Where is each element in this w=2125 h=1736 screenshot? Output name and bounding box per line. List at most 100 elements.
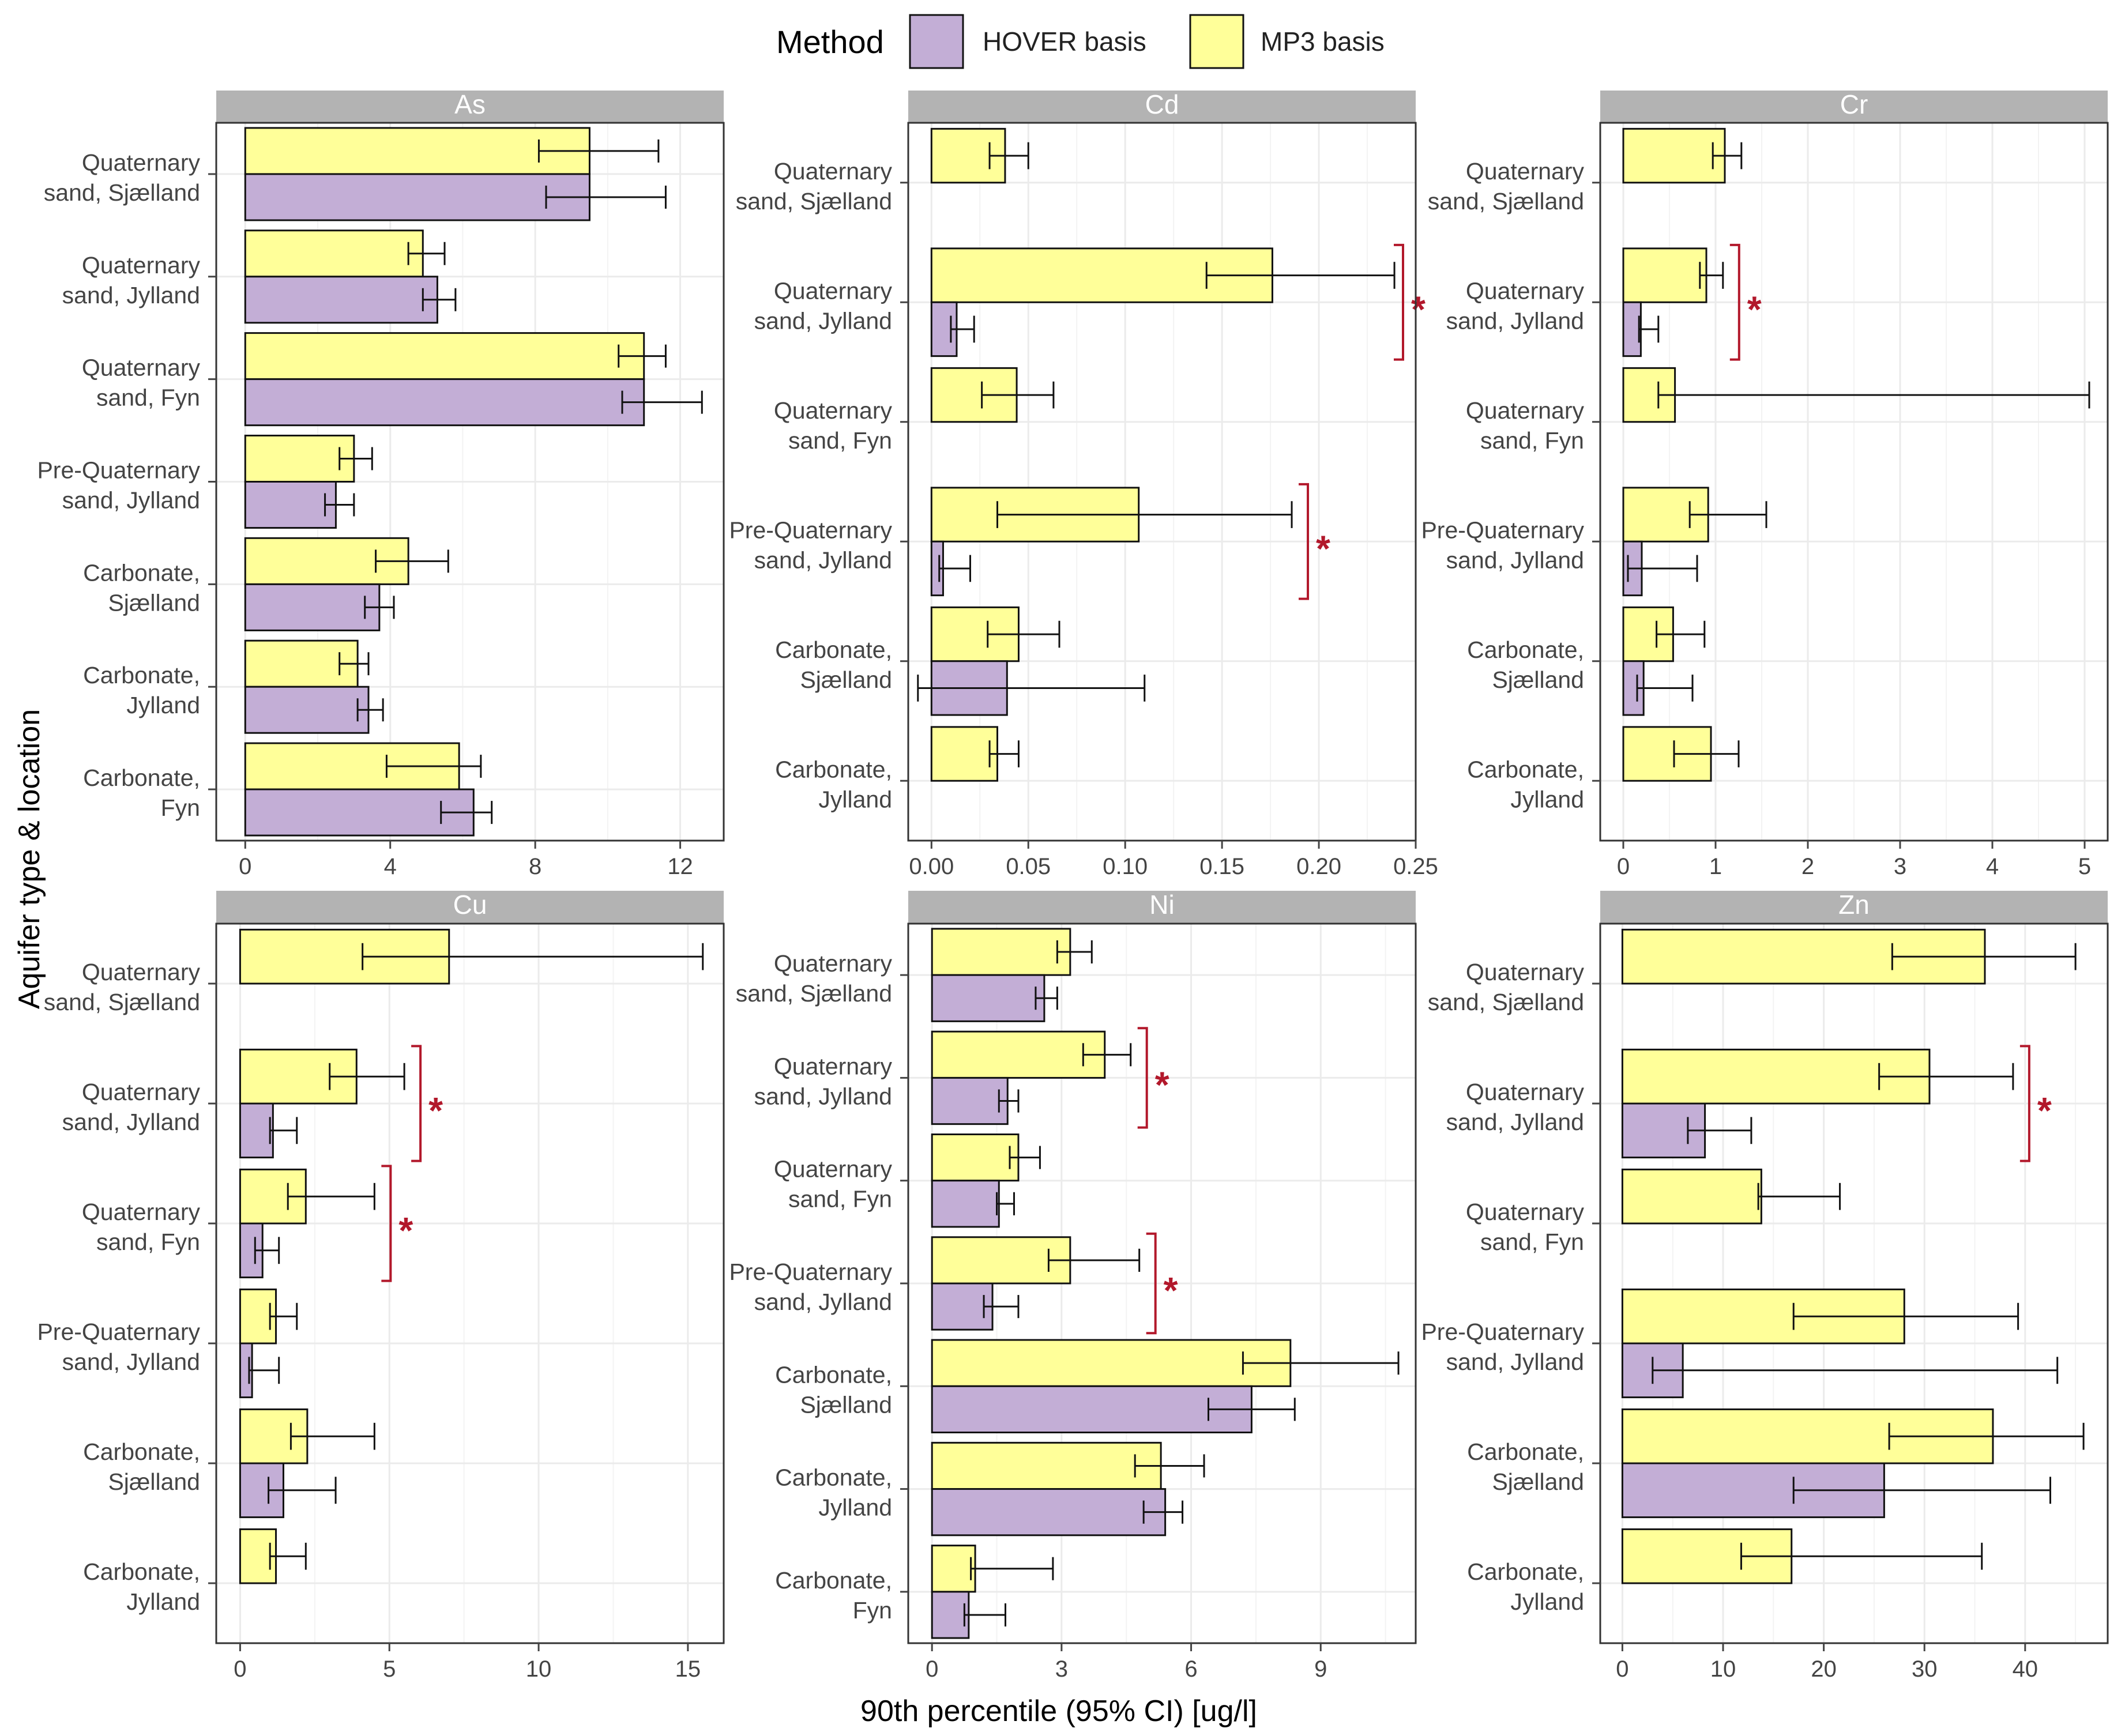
strip-cu [216,891,724,924]
x-tick-label: 3 [1055,1656,1068,1682]
category-label-line1: Carbonate, [1467,756,1584,782]
panel-ni: Ni * * Quaternary sand, Sjælland Quaternary sa… [729,890,1417,1682]
x-tick-label: 0 [1617,854,1630,879]
bar-mp3 [244,434,355,483]
bar-mp3 [931,1030,1106,1079]
category-label-line2: Jylland [1510,786,1584,812]
category-label-line1: Pre-Quaternary [37,457,200,484]
category-label-line2: sand, Jylland [62,282,200,308]
panel-zn: Zn * Quaternary sand, Sjælland Quaternary san… [1421,890,2109,1682]
category-label-line1: Carbonate, [775,756,892,782]
category-label-line1: Pre-Quaternary [1421,517,1584,543]
bar-mp3 [1622,247,1707,303]
significance-star: * [2037,1090,2052,1131]
category-label-line2: sand, Sjælland [736,188,892,214]
x-tick-label: 0 [926,1656,938,1682]
category-label-line1: Pre-Quaternary [1421,1319,1584,1345]
category-label-line2: sand, Fyn [96,1229,200,1255]
bar-mp3 [244,229,424,278]
strip-cr [1600,91,2108,123]
category-label-line1: Quaternary [82,252,201,278]
category-label-line2: Jylland [818,1494,892,1521]
strip-label: Cu [453,890,487,920]
category-label-line2: sand, Jylland [754,547,892,573]
x-tick-label: 0.15 [1199,854,1244,879]
category-label-line2: Jylland [126,1588,200,1615]
x-tick-label: 0.05 [1006,854,1051,879]
panel-border [907,122,1417,842]
significance-bracket [411,1045,422,1162]
x-tick-label: 10 [526,1656,552,1682]
category-label-line2: sand, Sjælland [44,989,200,1015]
category-label-line2: sand, Fyn [1480,1229,1584,1255]
bar-mp3 [931,1236,1071,1285]
category-label-line1: Carbonate, [775,1567,892,1594]
panel-border [1599,122,2109,842]
bar-hover [244,583,381,631]
legend-label-mp3: MP3 basis [1261,27,1385,57]
panel-cr: Cr * Quaternary sand, Sjælland Quaternary san… [1421,89,2109,879]
category-label-line2: sand, Jylland [754,307,892,334]
category-label-line2: Sjælland [108,1468,200,1495]
x-tick-label: 30 [1912,1656,1938,1682]
significance-bracket [1137,1027,1148,1129]
category-label-line1: Quaternary [774,1053,893,1079]
category-label-line2: sand, Jylland [1446,1109,1584,1135]
category-label-line1: Carbonate, [83,765,200,791]
category-label-line1: Quaternary [1466,277,1585,304]
bar-hover [239,1102,274,1159]
category-label-line2: sand, Jylland [1446,1349,1584,1375]
category-label-line2: sand, Sjælland [1428,188,1584,214]
category-label-line1: Carbonate, [775,637,892,663]
strip-label: Ni [1149,890,1174,920]
legend-title: Method [776,24,884,60]
category-label-line1: Quaternary [82,149,201,176]
bar-hover [931,974,1045,1022]
bar-hover [931,1591,970,1639]
strip-label: Cd [1145,89,1179,119]
strip-as [216,91,724,123]
x-tick-label: 40 [2013,1656,2039,1682]
category-label-line1: Quaternary [1466,1079,1585,1105]
x-tick-label: 8 [529,854,541,879]
strip-label: As [454,89,486,119]
panel-as: As Quaternary sand, Sjælland Quaternary sand… [37,89,725,879]
category-label-line2: sand, Jylland [62,1349,200,1375]
category-label-line1: Quaternary [774,158,893,184]
bar-hover [244,173,591,221]
category-label-line2: sand, Jylland [754,1289,892,1315]
category-label-line1: Pre-Quaternary [729,517,892,543]
significance-bracket [1394,243,1404,361]
category-label-line1: Pre-Quaternary [729,1259,892,1285]
bar-hover [244,686,370,734]
x-tick-label: 15 [675,1656,701,1682]
strip-label: Cr [1840,89,1868,119]
x-tick-label: 0 [234,1656,246,1682]
significance-bracket [1299,483,1310,600]
x-tick-label: 0 [239,854,251,879]
bar-mp3 [931,1441,1162,1490]
strip-ni [908,891,1416,924]
x-tick-label: 0.10 [1103,854,1148,879]
category-label-line2: sand, Jylland [62,1109,200,1135]
significance-star: * [1411,288,1426,330]
category-label-line2: sand, Jylland [1446,307,1584,334]
bar-mp3 [931,928,1071,976]
category-label-line2: Jylland [818,786,892,812]
category-label-line1: Quaternary [1466,397,1585,424]
category-label-line2: sand, Jylland [1446,547,1584,573]
category-label-line2: Jylland [1510,1588,1584,1615]
x-tick-label: 4 [384,854,397,879]
category-label-line1: Quaternary [1466,1199,1585,1225]
category-label-line1: Carbonate, [83,559,200,586]
legend-swatch-mp3 [1189,14,1244,69]
x-tick-label: 5 [2078,854,2091,879]
category-label-line2: sand, Fyn [788,427,892,454]
bar-mp3 [1621,1168,1762,1225]
category-label-line1: Carbonate, [83,1558,200,1585]
x-tick-label: 4 [1986,854,1999,879]
strip-label: Zn [1838,890,1870,920]
category-label-line2: sand, Sjælland [736,980,892,1007]
category-label-line1: Quaternary [774,397,893,424]
